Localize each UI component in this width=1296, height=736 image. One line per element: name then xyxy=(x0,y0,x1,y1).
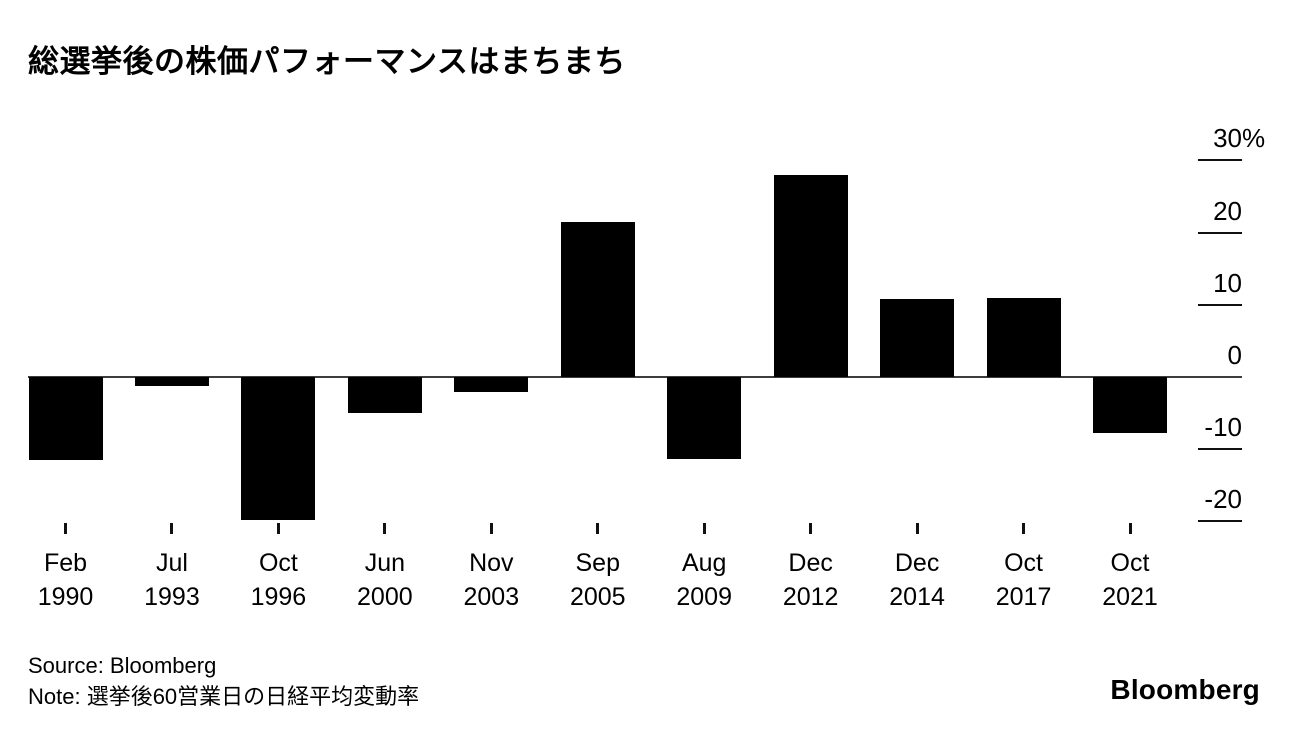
x-label-year: 2012 xyxy=(782,583,839,611)
bloomberg-logo: Bloomberg xyxy=(1110,674,1260,705)
x-axis-category-label: Feb 1990 xyxy=(6,546,126,614)
bar xyxy=(454,377,529,393)
x-axis-category-label: Aug 2009 xyxy=(644,546,764,614)
bar xyxy=(241,377,316,520)
x-label-month: Jun xyxy=(364,549,405,577)
x-axis-category-label: Dec 2012 xyxy=(751,546,871,614)
x-label-year: 1990 xyxy=(37,583,94,611)
x-label-month: Sep xyxy=(575,549,620,577)
chart-footer: Source: Bloomberg Note: 選挙後60営業日の日経平均変動率 xyxy=(28,650,419,712)
x-label-year: 2005 xyxy=(569,583,626,611)
bar xyxy=(880,299,955,377)
x-axis-category-label: Oct 2017 xyxy=(964,546,1084,614)
x-axis-category-label: Dec 2014 xyxy=(857,546,977,614)
x-label-month: Oct xyxy=(258,549,298,577)
x-axis-category-label: Jul 1993 xyxy=(112,546,232,614)
x-label-month: Oct xyxy=(1110,549,1150,577)
bar xyxy=(134,377,209,386)
x-label-month: Dec xyxy=(788,549,833,577)
x-axis-tick xyxy=(64,523,67,534)
x-axis-category-label: Jun 2000 xyxy=(325,546,445,614)
y-axis-tick xyxy=(1198,520,1242,523)
x-axis-tick xyxy=(170,523,174,534)
x-label-month: Jul xyxy=(155,549,188,577)
chart-title: 総選挙後の株価パフォーマンスはまちまち xyxy=(28,44,626,79)
x-axis-tick xyxy=(1022,523,1026,534)
x-axis-tick xyxy=(915,523,919,534)
note-line: Note: 選挙後60営業日の日経平均変動率 xyxy=(28,684,420,709)
bar xyxy=(347,377,422,414)
x-label-year: 1996 xyxy=(250,583,307,611)
bar xyxy=(773,174,848,377)
x-axis-tick xyxy=(702,523,706,534)
y-axis-tick-label: -10 xyxy=(1204,412,1242,443)
x-axis-tick xyxy=(383,523,387,534)
x-label-month: Feb xyxy=(43,549,88,577)
x-axis-tick xyxy=(489,523,493,534)
bar xyxy=(1093,377,1167,434)
x-axis-category-label: Nov 2003 xyxy=(431,546,551,614)
y-axis-tick xyxy=(1198,303,1242,306)
x-axis-tick xyxy=(596,523,600,534)
x-label-year: 2009 xyxy=(676,583,732,611)
x-label-year: 2017 xyxy=(995,583,1052,611)
x-axis-tick xyxy=(276,523,280,534)
x-label-month: Dec xyxy=(894,549,940,577)
y-axis-tick-label: 20 xyxy=(1213,195,1242,226)
y-axis-tick xyxy=(1198,231,1242,234)
x-axis-category-label: Sep 2005 xyxy=(538,546,658,614)
x-label-month: Aug xyxy=(681,549,727,577)
x-label-year: 2000 xyxy=(357,583,413,611)
x-axis-category-label: Oct 1996 xyxy=(218,546,338,614)
y-axis-tick-label: -20 xyxy=(1204,484,1242,515)
x-label-month: Nov xyxy=(469,549,514,577)
y-axis-tick xyxy=(1198,159,1242,162)
x-label-year: 1993 xyxy=(144,583,200,611)
x-label-year: 2003 xyxy=(463,583,520,611)
bar xyxy=(560,221,635,377)
x-label-month: Oct xyxy=(1004,549,1043,577)
y-axis-tick-label: 0 xyxy=(1227,340,1242,370)
x-axis-tick xyxy=(1128,523,1132,534)
source-line: Source: Bloomberg xyxy=(28,653,217,678)
bar xyxy=(986,297,1061,377)
y-axis-unit-suffix: % xyxy=(1242,123,1266,154)
y-axis-tick-label: 30% xyxy=(1213,123,1266,154)
x-label-year: 2021 xyxy=(1102,583,1158,611)
x-axis-category-label: Oct 2021 xyxy=(1070,546,1190,614)
x-label-year: 2014 xyxy=(889,583,945,611)
x-axis-zero-line xyxy=(28,376,1242,378)
y-axis-tick-label: 10 xyxy=(1213,267,1242,298)
y-axis-tick xyxy=(1198,448,1242,451)
x-axis-tick xyxy=(809,523,813,534)
bar xyxy=(28,377,103,461)
bar xyxy=(667,377,742,459)
